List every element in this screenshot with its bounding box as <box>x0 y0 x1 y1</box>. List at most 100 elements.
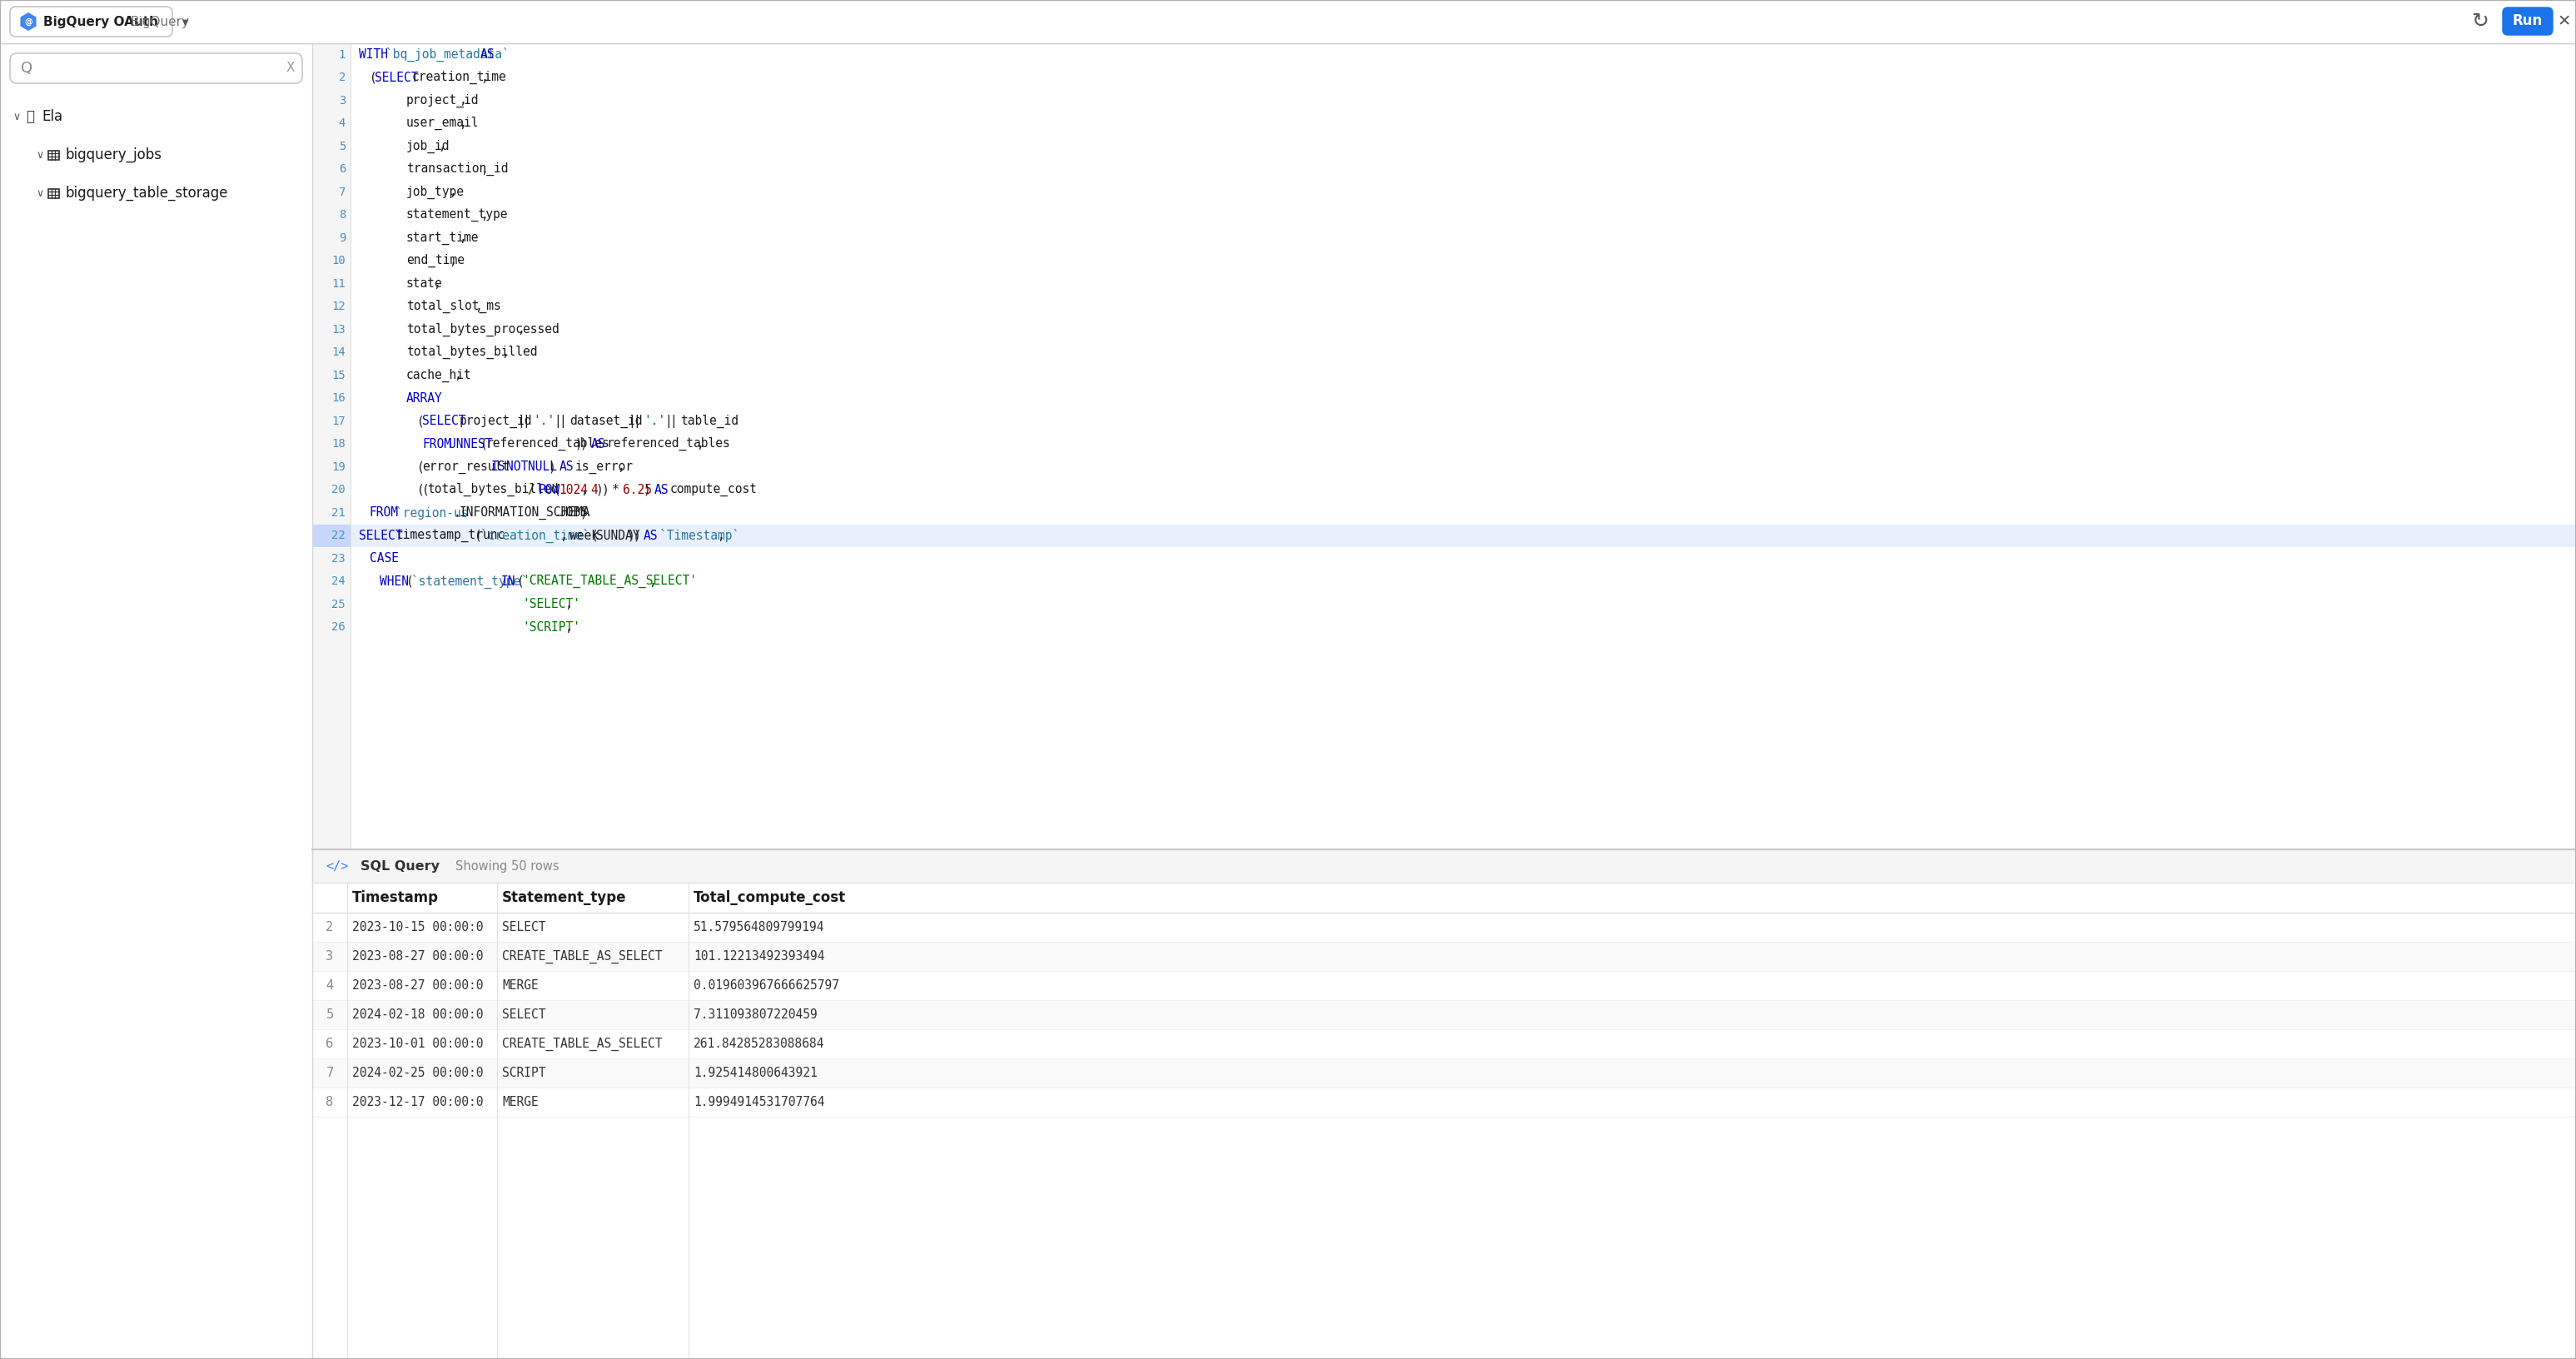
Text: 101.12213492393494: 101.12213492393494 <box>693 950 824 962</box>
Text: 19: 19 <box>332 461 345 473</box>
Text: statement_type: statement_type <box>407 208 507 222</box>
Text: (: ( <box>590 530 598 542</box>
Text: UNNEST: UNNEST <box>448 438 492 450</box>
Text: ∨: ∨ <box>36 149 44 160</box>
FancyBboxPatch shape <box>10 7 173 37</box>
Text: cache_hit: cache_hit <box>407 368 471 382</box>
Text: ,: , <box>448 186 456 198</box>
Bar <box>312 942 2576 970</box>
Text: state: state <box>407 277 443 289</box>
Text: ,: , <box>618 461 623 473</box>
Bar <box>312 43 350 849</box>
Text: CREATE_TABLE_AS_SELECT: CREATE_TABLE_AS_SELECT <box>502 1037 662 1051</box>
Text: 26: 26 <box>332 621 345 633</box>
Bar <box>312 913 2576 942</box>
Text: Total_compute_cost: Total_compute_cost <box>693 890 845 905</box>
Text: 4: 4 <box>325 980 332 992</box>
Text: ,: , <box>474 300 482 313</box>
Text: 15: 15 <box>332 370 345 381</box>
Text: BigQuery: BigQuery <box>131 16 191 29</box>
Text: BigQuery OAuth: BigQuery OAuth <box>44 16 157 29</box>
Text: 11: 11 <box>332 279 345 289</box>
Text: SQL Query: SQL Query <box>361 860 440 872</box>
Text: .: . <box>554 507 562 519</box>
Text: .: . <box>453 507 461 519</box>
Text: 6: 6 <box>325 1037 332 1051</box>
Polygon shape <box>21 12 36 31</box>
Text: project_id: project_id <box>407 94 479 107</box>
Text: ,: , <box>502 347 507 359</box>
Bar <box>312 525 350 548</box>
Text: dataset_id: dataset_id <box>569 414 641 428</box>
Text: total_bytes_billed: total_bytes_billed <box>407 345 538 359</box>
Text: `creation_time`: `creation_time` <box>479 529 590 542</box>
Text: '.': '.' <box>644 414 665 427</box>
Text: ↻: ↻ <box>2470 12 2488 31</box>
Text: AS: AS <box>644 530 657 542</box>
Text: ,: , <box>479 72 487 84</box>
Text: (: ( <box>518 575 526 587</box>
Text: 1.9994914531707764: 1.9994914531707764 <box>693 1095 824 1109</box>
Text: 24: 24 <box>332 576 345 587</box>
Text: 2: 2 <box>325 921 335 934</box>
Text: (: ( <box>368 72 376 84</box>
Text: 9: 9 <box>337 232 345 243</box>
Text: `statement_type`: `statement_type` <box>412 575 528 588</box>
Text: 2023-08-27 00:00:0: 2023-08-27 00:00:0 <box>353 980 484 992</box>
Bar <box>0 0 2576 43</box>
Text: 1.925414800643921: 1.925414800643921 <box>693 1067 817 1079</box>
Text: SELECT: SELECT <box>502 921 546 934</box>
Text: SELECT: SELECT <box>422 414 466 427</box>
FancyBboxPatch shape <box>2504 8 2553 35</box>
Text: Showing 50 rows: Showing 50 rows <box>456 860 559 872</box>
Text: ,: , <box>518 323 526 336</box>
Text: (: ( <box>474 530 482 542</box>
Text: IN: IN <box>502 575 515 587</box>
Text: ): ) <box>595 484 603 496</box>
Text: 5: 5 <box>337 140 345 152</box>
Text: ): ) <box>629 530 634 542</box>
Text: </>: </> <box>325 860 348 872</box>
Text: ): ) <box>549 461 556 473</box>
Text: AS: AS <box>479 49 495 61</box>
Bar <box>312 1059 2576 1087</box>
Text: ,: , <box>438 140 446 152</box>
Text: job_type: job_type <box>407 185 464 198</box>
Text: IS: IS <box>489 461 505 473</box>
Text: ): ) <box>600 484 608 496</box>
Text: ): ) <box>574 438 582 450</box>
Text: |: | <box>559 414 567 428</box>
Text: start_time: start_time <box>407 231 479 245</box>
Text: `region-us`: `region-us` <box>397 506 477 519</box>
Text: creation_time: creation_time <box>412 71 507 84</box>
Bar <box>49 151 59 159</box>
Text: referenced_tables: referenced_tables <box>605 438 732 451</box>
Text: ✕: ✕ <box>2558 14 2571 30</box>
Text: |: | <box>523 414 531 428</box>
Text: (: ( <box>417 414 425 427</box>
Text: (: ( <box>407 575 415 587</box>
Bar <box>312 849 2576 1359</box>
Text: ,: , <box>580 484 587 496</box>
Text: ,: , <box>433 277 440 289</box>
Text: (: ( <box>554 484 562 496</box>
Text: end_time: end_time <box>407 254 464 268</box>
Text: 2023-10-15 00:00:0: 2023-10-15 00:00:0 <box>353 921 484 934</box>
Text: 'CREATE_TABLE_AS_SELECT': 'CREATE_TABLE_AS_SELECT' <box>523 575 698 588</box>
Text: `Timestamp`: `Timestamp` <box>659 529 739 542</box>
Text: timestamp_trunc: timestamp_trunc <box>397 529 505 542</box>
Text: project_id: project_id <box>459 414 531 428</box>
Text: ,: , <box>459 117 466 129</box>
Text: 2: 2 <box>337 72 345 83</box>
Text: 13: 13 <box>332 323 345 336</box>
Text: 20: 20 <box>332 484 345 496</box>
Text: ▼: ▼ <box>183 18 188 27</box>
Bar <box>312 883 2576 913</box>
Bar <box>312 1087 2576 1117</box>
Text: NULL: NULL <box>528 461 556 473</box>
Text: ∨: ∨ <box>13 111 21 122</box>
Text: total_bytes_processed: total_bytes_processed <box>407 323 559 336</box>
Text: 1024: 1024 <box>559 484 587 496</box>
Text: error_result: error_result <box>422 461 510 474</box>
Bar <box>312 1000 2576 1029</box>
